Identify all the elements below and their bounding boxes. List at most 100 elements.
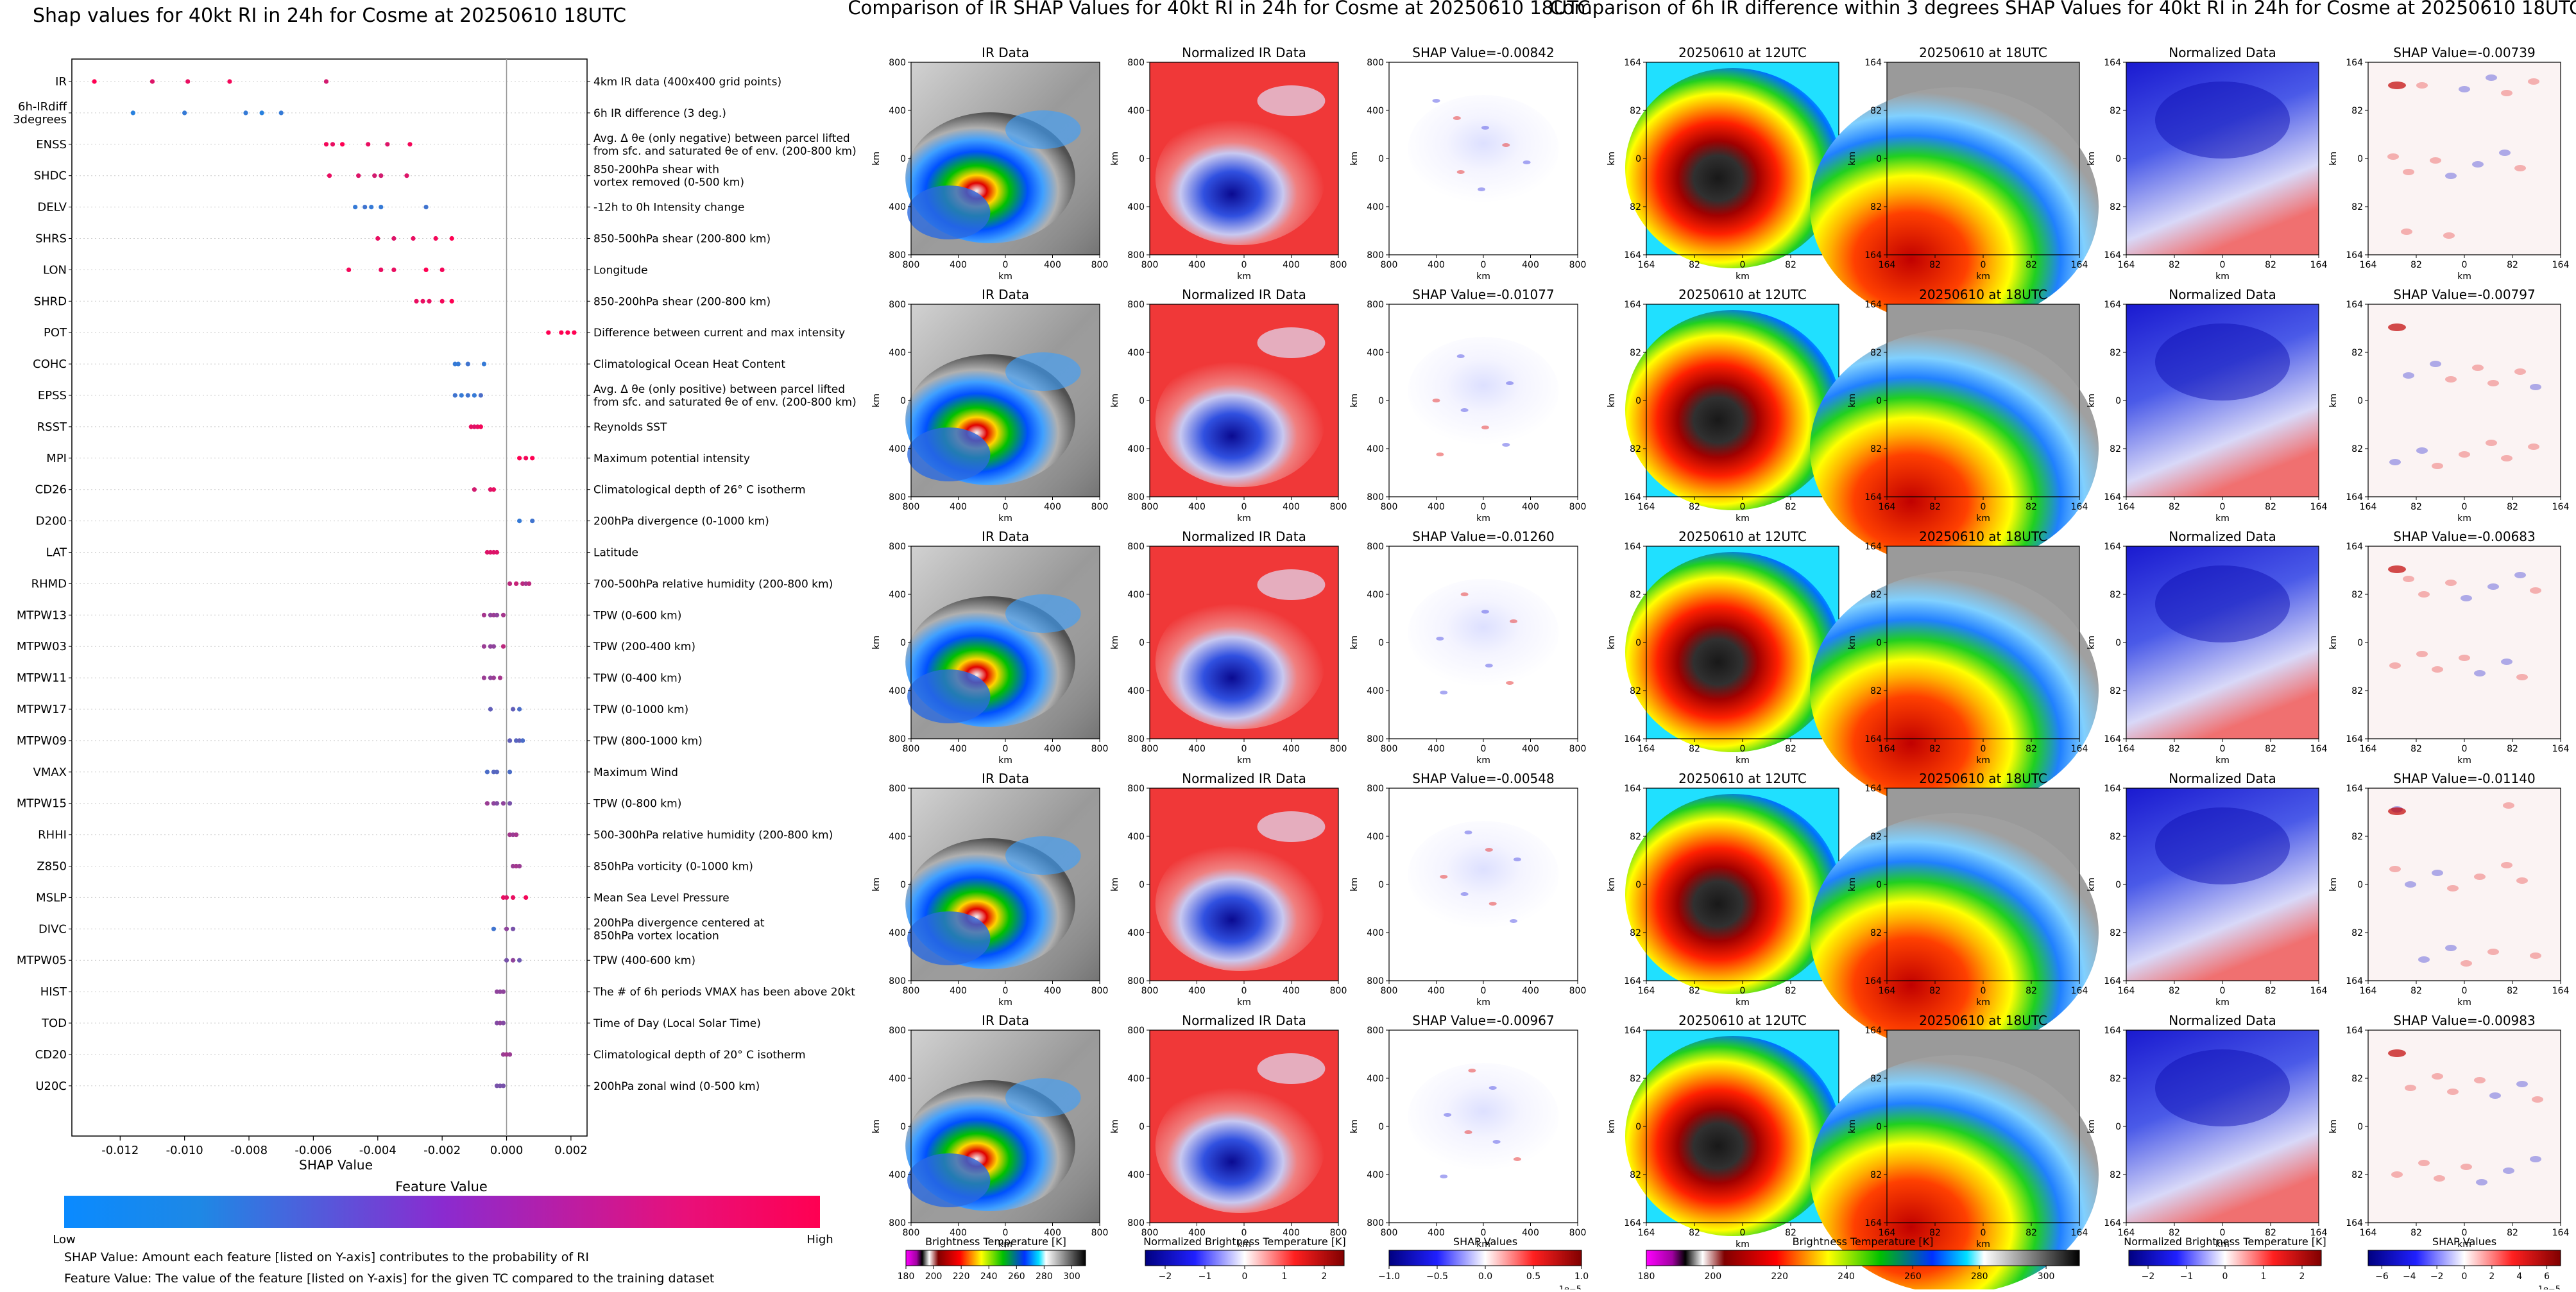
shap-point	[517, 456, 522, 461]
normalized-core	[2155, 1049, 2290, 1126]
feature-description: Climatological depth of 26° C isotherm	[593, 484, 806, 497]
x-axis-label: km	[2215, 1239, 2230, 1250]
shap-speck	[1440, 875, 1448, 879]
shap-point	[472, 424, 477, 429]
normalized-storm	[1155, 1078, 1326, 1213]
y-axis-label: km	[1110, 635, 1120, 650]
y-tick-label: 0	[900, 638, 906, 648]
feature-description: Avg. Δ θe (only negative) between parcel…	[593, 132, 850, 145]
x-tick-label: 0	[1740, 1228, 1746, 1238]
x-tick-label: 0	[1740, 986, 1746, 996]
x-tick-label: 800	[1330, 744, 1347, 754]
y-tick-label: 164	[1864, 976, 1882, 986]
y-tick-label: 0	[900, 880, 906, 890]
shap-blob	[2499, 150, 2511, 156]
shap-point	[323, 142, 329, 147]
x-tick-label: 82	[2026, 260, 2037, 270]
x-tick-label: 82	[1785, 744, 1796, 754]
x-tick-label: 800	[1381, 1228, 1398, 1238]
y-tick-label: 164	[2104, 1218, 2121, 1228]
x-tick-label: 82	[2507, 260, 2518, 270]
x-tick-label: 82	[1689, 744, 1700, 754]
x-axis-label: km	[998, 271, 1012, 282]
y-tick-label: 164	[2346, 250, 2363, 261]
y-tick-label: 400	[1127, 106, 1145, 116]
y-tick-label: 0	[1139, 638, 1145, 648]
y-tick-label: 0	[2115, 1122, 2121, 1132]
subplot-title: SHAP Value=-0.01140	[2393, 771, 2535, 786]
x-tick-label: 82	[1929, 744, 1941, 754]
y-tick-label: 164	[2104, 976, 2121, 986]
feature-label: MTPW03	[17, 640, 67, 653]
x-tick-label: 400	[950, 260, 967, 270]
cloud-band	[907, 427, 991, 481]
feature-label: POT	[44, 326, 67, 340]
feature-description: Mean Sea Level Pressure	[593, 891, 729, 904]
colorbar-tick-label: 180	[898, 1271, 915, 1282]
storm-core	[1810, 571, 2099, 810]
subplot-title: 20250610 at 18UTC	[1919, 45, 2047, 60]
colorbar-tick-label: 240	[980, 1271, 998, 1282]
y-tick-label: 800	[889, 976, 906, 986]
x-tick-label: 400	[1044, 260, 1061, 270]
feature-label: TOD	[41, 1017, 67, 1030]
shap-blob	[2432, 870, 2443, 876]
x-tick-label: 164	[2360, 502, 2377, 512]
feature-description: 200hPa zonal wind (0-500 km)	[593, 1080, 760, 1093]
x-axis-label: km	[1476, 1239, 1490, 1250]
x-tick-label: 164	[1879, 260, 1896, 270]
colorbar-title: Brightness Temperature [K]	[925, 1236, 1066, 1248]
x-tick-label: 82	[2169, 744, 2180, 754]
x-axis-label: km	[1976, 271, 1990, 282]
shap-point	[527, 581, 532, 587]
subplot-title: SHAP Value=-0.00797	[2393, 287, 2535, 302]
y-axis-label: km	[1349, 635, 1360, 650]
y-axis-label: km	[1847, 151, 1857, 166]
y-tick-label: 82	[1870, 1170, 1882, 1180]
y-axis-label: km	[1607, 393, 1617, 408]
x-tick-label: 164	[2360, 986, 2377, 996]
subplot-title: SHAP Value=-0.00739	[2393, 45, 2535, 60]
feature-label: 3degrees	[13, 113, 67, 126]
y-tick-label: 164	[2104, 58, 2121, 68]
shap-point	[530, 456, 535, 461]
x-tick-label: 0	[1003, 260, 1009, 270]
y-tick-label: 0	[1635, 1122, 1641, 1132]
x-tick-label: 800	[1330, 1228, 1347, 1238]
subplot-title: IR Data	[982, 1013, 1029, 1028]
x-axis-label: km	[1736, 755, 1750, 766]
y-tick-label: 164	[1864, 1218, 1882, 1228]
y-tick-label: 164	[2346, 1218, 2363, 1228]
x-axis-label: km	[2457, 997, 2471, 1008]
y-tick-label: 400	[1367, 590, 1384, 600]
shap-point	[411, 236, 416, 241]
shap-blob	[2388, 82, 2406, 89]
feature-description: Climatological depth of 20° C isotherm	[593, 1049, 806, 1062]
x-tick-label: 0	[1740, 744, 1746, 754]
y-tick-label: 800	[1367, 734, 1384, 745]
y-tick-label: 0	[900, 396, 906, 406]
x-tick-label: 82	[1929, 986, 1941, 996]
x-tick-label: 82	[2169, 502, 2180, 512]
x-axis-label: km	[2215, 271, 2230, 282]
x-tick-label: 82	[2410, 744, 2422, 754]
feature-label: DIVC	[38, 922, 67, 936]
shap-speck	[1506, 381, 1514, 385]
x-tick-label: 800	[1569, 986, 1587, 996]
shap-blob	[2430, 361, 2441, 367]
shap-blob	[2514, 572, 2526, 578]
x-tick-label: 800	[1330, 260, 1347, 270]
x-tick-label: 400	[1283, 260, 1300, 270]
x-tick-label: 0	[1241, 744, 1247, 754]
x-tick-label: 800	[1091, 260, 1109, 270]
shap-blob	[2459, 451, 2470, 458]
subplot-title: Normalized Data	[2169, 287, 2276, 302]
ir-comparison-panel: Comparison of IR SHAP Values for 40kt RI…	[848, 0, 1590, 1292]
x-tick-label: 164	[1638, 744, 1655, 754]
shap-point	[481, 361, 487, 366]
shap-point	[510, 863, 516, 869]
shap-point	[130, 110, 135, 116]
y-tick-label: 164	[2104, 542, 2121, 552]
x-tick-label: 0	[1481, 744, 1487, 754]
